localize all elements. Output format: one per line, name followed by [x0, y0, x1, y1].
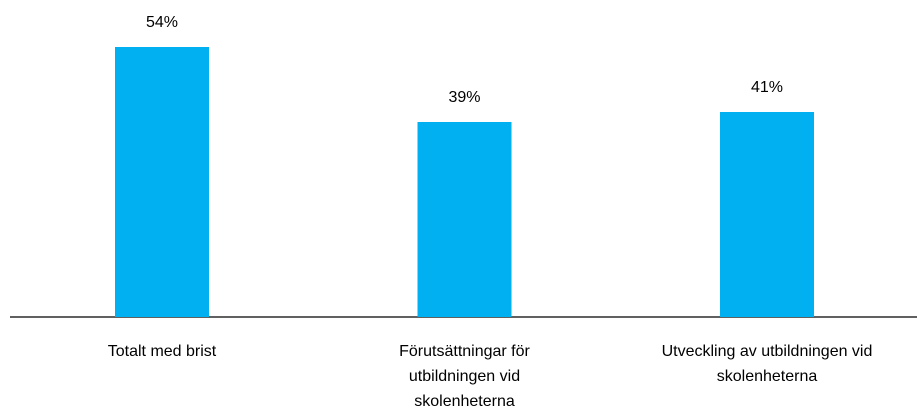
x-tick-label: Förutsättningar för utbildningen vid sko… — [399, 343, 530, 410]
x-tick-label: Totalt med brist — [107, 343, 217, 360]
bar — [115, 47, 209, 317]
data-label: 54% — [146, 14, 178, 31]
bar — [720, 112, 814, 317]
x-tick-label: Utveckling av utbildningen vid skolenhet… — [661, 343, 873, 385]
data-label: 39% — [448, 89, 480, 106]
bar — [417, 122, 512, 317]
data-label: 41% — [751, 79, 783, 96]
